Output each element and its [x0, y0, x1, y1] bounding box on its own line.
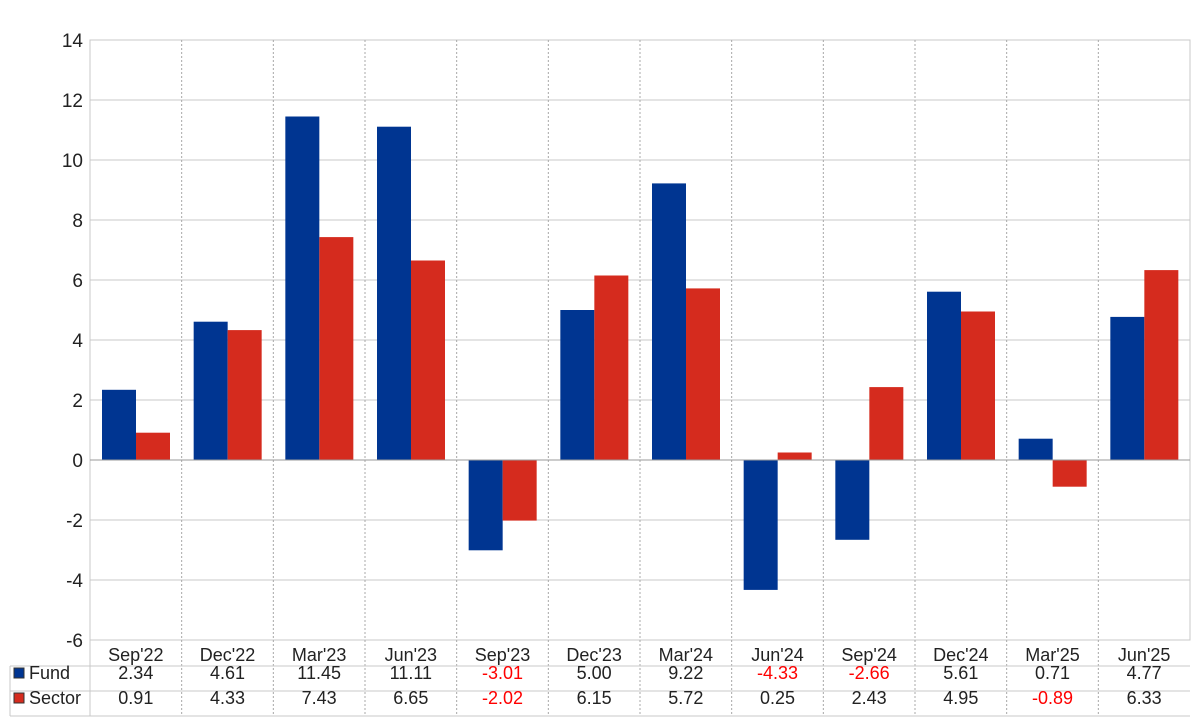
legend-swatch-sector — [13, 692, 25, 704]
data-label-sector: -0.89 — [1032, 688, 1073, 708]
data-label-fund: 5.00 — [577, 663, 612, 683]
x-category-label: Jun'25 — [1118, 645, 1170, 665]
data-label-fund: -3.01 — [482, 663, 523, 683]
bar-fund — [102, 389, 136, 460]
bar-fund — [285, 116, 320, 460]
bar-sector — [961, 311, 995, 460]
bar-sector — [1144, 270, 1179, 460]
y-tick-label: 0 — [72, 451, 83, 472]
x-category-label: Mar'25 — [1025, 645, 1079, 665]
y-tick-label: 10 — [62, 151, 83, 172]
data-label-fund: -2.66 — [849, 663, 890, 683]
data-label-fund: 11.11 — [390, 663, 432, 683]
bar-sector — [227, 330, 262, 460]
y-tick-label: -6 — [66, 631, 83, 652]
data-label-sector: 6.15 — [577, 688, 612, 708]
bar-sector — [136, 432, 170, 460]
data-label-sector: 5.72 — [668, 688, 703, 708]
bar-sector — [411, 260, 445, 460]
data-label-sector: 4.33 — [210, 688, 245, 708]
legend-label-fund: Fund — [29, 663, 70, 683]
data-label-sector: -2.02 — [482, 688, 523, 708]
y-tick-label: 14 — [62, 31, 84, 52]
bar-sector — [777, 452, 812, 460]
bar-fund — [1018, 438, 1053, 460]
data-label-fund: 9.22 — [668, 663, 703, 683]
data-label-fund: 4.77 — [1127, 663, 1162, 683]
data-label-sector: 6.65 — [393, 688, 428, 708]
bar-sector — [319, 237, 354, 460]
y-tick-label: 6 — [72, 271, 83, 292]
x-category-label: Dec'22 — [200, 645, 255, 665]
y-tick-label: 12 — [62, 91, 83, 112]
x-category-label: Jun'24 — [751, 645, 803, 665]
data-label-fund: 11.45 — [297, 663, 341, 683]
bar-fund — [743, 460, 778, 590]
bar-fund — [560, 310, 595, 460]
legend-swatch-fund — [13, 667, 25, 679]
y-tick-label: -2 — [66, 511, 83, 532]
bar-sector — [594, 275, 629, 460]
x-category-label: Sep'24 — [841, 645, 897, 665]
data-label-sector: 0.91 — [118, 688, 153, 708]
bar-fund — [468, 460, 503, 551]
x-category-label: Mar'23 — [292, 645, 346, 665]
data-label-fund: 2.34 — [118, 663, 153, 683]
x-category-label: Jun'23 — [385, 645, 437, 665]
data-label-fund: 0.71 — [1035, 663, 1070, 683]
y-tick-label: 4 — [72, 331, 83, 352]
x-category-label: Dec'24 — [933, 645, 988, 665]
bar-fund — [927, 291, 961, 460]
bar-fund — [193, 321, 228, 460]
bar-sector — [502, 460, 537, 521]
bar-sector — [686, 288, 720, 460]
x-category-label: Dec'23 — [566, 645, 621, 665]
data-label-sector: 2.43 — [852, 688, 887, 708]
data-label-fund: 5.61 — [943, 663, 978, 683]
data-label-fund: -4.33 — [757, 663, 798, 683]
bar-fund — [377, 126, 411, 460]
data-label-sector: 4.95 — [943, 688, 978, 708]
bar-sector — [869, 387, 904, 460]
data-label-sector: 6.33 — [1127, 688, 1162, 708]
bar-sector — [1052, 460, 1087, 487]
x-category-label: Mar'24 — [659, 645, 713, 665]
bar-fund — [835, 460, 870, 540]
x-category-label: Sep'22 — [108, 645, 164, 665]
x-category-label: Sep'23 — [475, 645, 531, 665]
data-label-sector: 0.25 — [760, 688, 795, 708]
y-tick-label: 8 — [72, 211, 83, 232]
y-tick-label: -4 — [66, 571, 83, 592]
bar-fund — [652, 183, 686, 460]
legend-label-sector: Sector — [29, 688, 81, 708]
data-label-fund: 4.61 — [210, 663, 245, 683]
y-tick-label: 2 — [72, 391, 83, 412]
data-label-sector: 7.43 — [302, 688, 337, 708]
bar-fund — [1110, 316, 1145, 460]
